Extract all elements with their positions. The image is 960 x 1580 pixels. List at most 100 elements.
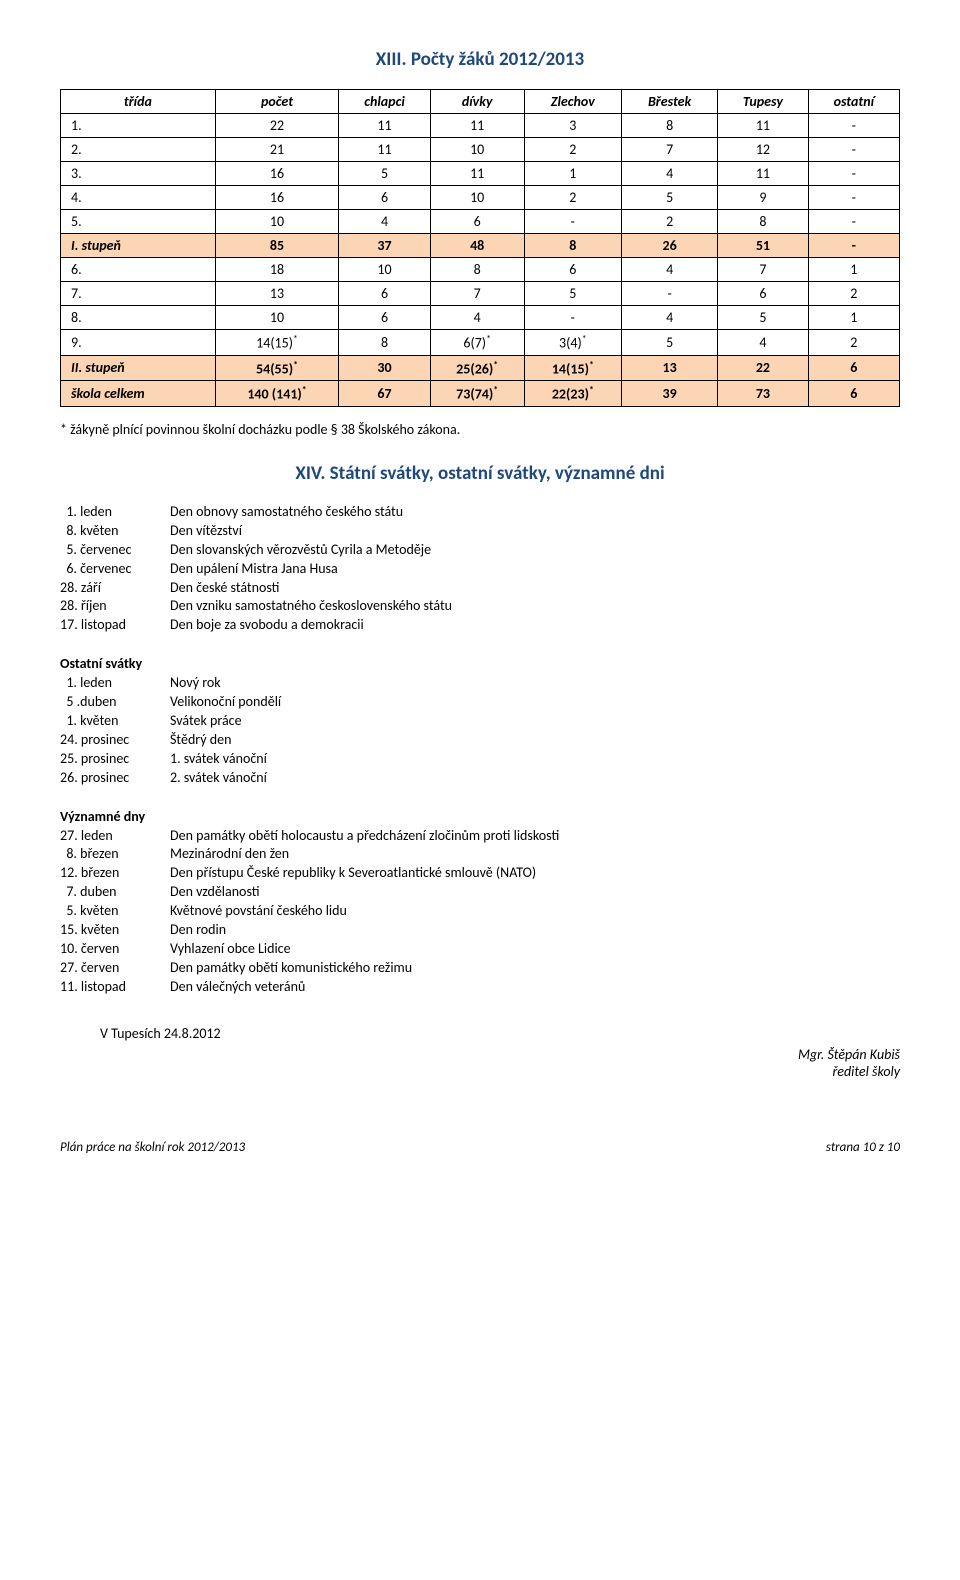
table-cell: 2 — [808, 330, 899, 356]
list-date: 27. leden — [60, 827, 170, 846]
table-header-cell: Zlechov — [524, 90, 621, 114]
table-cell: 6 — [430, 210, 524, 234]
table-row: 4.16610259- — [61, 186, 900, 210]
list-date: 5 .duben — [60, 693, 170, 712]
table-cell: 22 — [718, 355, 808, 381]
table-cell: 1 — [808, 258, 899, 282]
list-item: 7. dubenDen vzdělanosti — [60, 883, 900, 902]
table-cell: 73(74)* — [430, 381, 524, 407]
table-header-cell: třída — [61, 90, 216, 114]
list-description: Květnové povstání českého lidu — [170, 902, 900, 921]
list-item: 8. květenDen vítězství — [60, 522, 900, 541]
list-description: Štědrý den — [170, 731, 900, 750]
table-header-cell: dívky — [430, 90, 524, 114]
table-header-cell: ostatní — [808, 90, 899, 114]
table-row: II. stupeň54(55)*3025(26)*14(15)*13226 — [61, 355, 900, 381]
table-cell: 4 — [622, 258, 718, 282]
list-item: 27. červenDen památky obětí komunistické… — [60, 959, 900, 978]
table-cell: - — [808, 162, 899, 186]
table-cell: 9. — [61, 330, 216, 356]
list-description: Den rodin — [170, 921, 900, 940]
footer-right: strana 10 z 10 — [826, 1140, 900, 1155]
table-cell: 6(7)* — [430, 330, 524, 356]
list-description: Den boje za svobodu a demokracii — [170, 616, 900, 635]
table-cell: 10 — [215, 306, 339, 330]
table-header-cell: Tupesy — [718, 90, 808, 114]
table-cell: - — [622, 282, 718, 306]
table-cell: 10 — [430, 186, 524, 210]
table-cell: 16 — [215, 162, 339, 186]
table-cell: 5. — [61, 210, 216, 234]
table-cell: 73 — [718, 381, 808, 407]
table-cell: - — [808, 210, 899, 234]
list-item: 5. květenKvětnové povstání českého lidu — [60, 902, 900, 921]
table-cell: 14(15)* — [215, 330, 339, 356]
table-row: 8.1064-451 — [61, 306, 900, 330]
list-description: Vyhlazení obce Lidice — [170, 940, 900, 959]
table-cell: 140 (141)* — [215, 381, 339, 407]
list-item: 1. ledenNový rok — [60, 674, 900, 693]
list-description: Den upálení Mistra Jana Husa — [170, 560, 900, 579]
state-holidays-list: 1. ledenDen obnovy samostatného českého … — [60, 503, 900, 635]
table-cell: 6 — [718, 282, 808, 306]
list-date: 25. prosinec — [60, 750, 170, 769]
signature-name: Mgr. Štěpán Kubiš — [60, 1046, 900, 1063]
list-item: 6. červenecDen upálení Mistra Jana Husa — [60, 560, 900, 579]
section-title-2: XIV. Státní svátky, ostatní svátky, význ… — [60, 462, 900, 485]
list-date: 6. červenec — [60, 560, 170, 579]
table-cell: 8 — [718, 210, 808, 234]
table-cell: 7. — [61, 282, 216, 306]
table-cell: 6 — [524, 258, 621, 282]
table-cell: 8 — [339, 330, 430, 356]
list-description: Den památky obětí komunistického režimu — [170, 959, 900, 978]
important-days-label: Významné dny — [60, 808, 900, 825]
table-cell: 7 — [718, 258, 808, 282]
table-cell: 11 — [718, 162, 808, 186]
table-cell: 2 — [808, 282, 899, 306]
table-cell: 6 — [339, 282, 430, 306]
list-item: 1. květenSvátek práce — [60, 712, 900, 731]
table-cell: 4 — [430, 306, 524, 330]
table-cell: 3. — [61, 162, 216, 186]
list-item: 28. říjenDen vzniku samostatného českosl… — [60, 597, 900, 616]
list-description: Den slovanských věrozvěstů Cyrila a Meto… — [170, 541, 900, 560]
table-cell: 2 — [622, 210, 718, 234]
table-cell: 26 — [622, 234, 718, 258]
list-date: 1. leden — [60, 674, 170, 693]
list-description: Den vítězství — [170, 522, 900, 541]
list-item: 8. březenMezinárodní den žen — [60, 845, 900, 864]
table-cell: 5 — [622, 186, 718, 210]
list-date: 15. květen — [60, 921, 170, 940]
table-cell: 16 — [215, 186, 339, 210]
list-description: Den vzdělanosti — [170, 883, 900, 902]
table-cell: 1. — [61, 114, 216, 138]
table-cell: 7 — [622, 138, 718, 162]
table-cell: 6 — [808, 355, 899, 381]
list-date: 12. březen — [60, 864, 170, 883]
list-description: Mezinárodní den žen — [170, 845, 900, 864]
table-cell: 4 — [622, 306, 718, 330]
list-date: 5. květen — [60, 902, 170, 921]
list-description: Svátek práce — [170, 712, 900, 731]
table-cell: 10 — [339, 258, 430, 282]
table-header-cell: chlapci — [339, 90, 430, 114]
list-item: 5. červenecDen slovanských věrozvěstů Cy… — [60, 541, 900, 560]
list-description: Nový rok — [170, 674, 900, 693]
table-row: 1.2211113811- — [61, 114, 900, 138]
section-title-1: XIII. Počty žáků 2012/2013 — [60, 48, 900, 71]
list-description: Den české státnosti — [170, 579, 900, 598]
table-cell: I. stupeň — [61, 234, 216, 258]
list-item: 26. prosinec2. svátek vánoční — [60, 769, 900, 788]
list-description: 2. svátek vánoční — [170, 769, 900, 788]
other-holidays-label: Ostatní svátky — [60, 655, 900, 672]
list-description: Den přístupu České republiky k Severoatl… — [170, 864, 900, 883]
table-cell: 6 — [808, 381, 899, 407]
table-cell: 22(23)* — [524, 381, 621, 407]
list-description: Velikonoční pondělí — [170, 693, 900, 712]
signature-role: ředitel školy — [60, 1063, 900, 1080]
table-cell: - — [808, 138, 899, 162]
table-cell: 3(4)* — [524, 330, 621, 356]
table-cell: 48 — [430, 234, 524, 258]
table-cell: 67 — [339, 381, 430, 407]
table-cell: 4. — [61, 186, 216, 210]
